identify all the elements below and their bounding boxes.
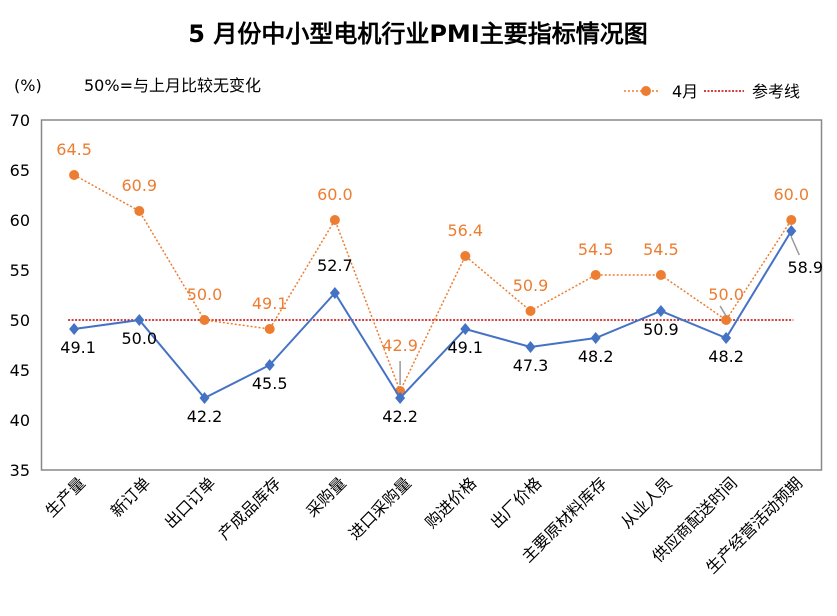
data-point: [329, 215, 340, 225]
data-point: [460, 251, 471, 261]
data-label: 54.5: [643, 240, 679, 259]
y-axis-unit: (%): [14, 76, 42, 95]
data-label: 45.5: [252, 374, 288, 393]
data-label: 50.9: [643, 320, 679, 339]
data-label: 52.7: [317, 256, 353, 275]
x-tick-label: 出厂价格: [487, 473, 546, 532]
y-tick-label: 50: [10, 311, 30, 330]
y-tick-label: 55: [10, 261, 30, 280]
x-tick-label: 采购量: [302, 473, 349, 520]
legend-label-reference: 参考线: [752, 82, 800, 101]
data-label: 49.1: [252, 294, 288, 313]
y-tick-label: 45: [10, 361, 30, 380]
data-label: 50.0: [121, 329, 157, 348]
x-tick-label: 新订单: [107, 473, 154, 520]
data-label: 49.1: [60, 338, 96, 357]
y-tick-label: 65: [10, 161, 30, 180]
data-point: [525, 341, 536, 353]
y-tick-label: 70: [10, 111, 30, 130]
data-label: 42.2: [187, 407, 223, 426]
data-label: 48.2: [708, 347, 744, 366]
data-label: 60.0: [773, 185, 809, 204]
x-tick-label: 购进价格: [421, 473, 480, 532]
x-tick-label: 产成品库存: [215, 473, 285, 543]
data-point: [721, 315, 732, 325]
data-label: 56.4: [447, 221, 483, 240]
data-point: [395, 392, 406, 404]
leader-line: [719, 305, 727, 317]
data-point: [786, 215, 797, 225]
chart-note: 50%=与上月比较无变化: [84, 76, 261, 95]
data-point: [69, 323, 80, 335]
legend-label-4月: 4月: [672, 82, 698, 101]
data-label: 54.5: [578, 240, 614, 259]
chart-title: 5 月份中小型电机行业PMI主要指标情况图: [188, 20, 647, 48]
x-tick-label: 从业人员: [617, 473, 676, 532]
data-label: 58.9: [787, 258, 823, 277]
data-point: [264, 359, 275, 371]
data-point: [460, 323, 471, 335]
data-label: 47.3: [513, 356, 549, 375]
x-tick-label: 生产量: [42, 473, 89, 520]
data-point: [199, 315, 210, 325]
data-label: 60.0: [317, 185, 353, 204]
data-point: [264, 324, 275, 334]
data-point: [721, 332, 732, 344]
data-point: [69, 170, 80, 180]
x-tick-label: 进口采购量: [345, 473, 415, 543]
legend-marker-4月: [641, 86, 651, 96]
data-label: 50.0: [708, 285, 744, 304]
data-point: [134, 206, 145, 216]
data-label: 48.2: [578, 347, 614, 366]
series-line-5月: [73, 230, 793, 400]
leader-line: [790, 236, 800, 256]
data-point: [655, 305, 666, 317]
y-tick-label: 35: [10, 461, 30, 480]
y-tick-label: 40: [10, 411, 30, 430]
data-point: [655, 270, 666, 280]
data-point: [134, 314, 145, 326]
series-line-4月: [73, 174, 792, 393]
data-point: [786, 225, 797, 237]
data-label: 42.9: [382, 336, 418, 355]
data-point: [525, 306, 536, 316]
legend: 4月 参考线: [624, 82, 800, 101]
data-label: 49.1: [447, 338, 483, 357]
data-label: 50.9: [513, 276, 549, 295]
data-point: [590, 332, 601, 344]
data-point: [199, 392, 210, 404]
data-point: [329, 287, 340, 299]
data-label: 42.2: [382, 407, 418, 426]
y-tick-label: 60: [10, 211, 30, 230]
data-point: [590, 270, 601, 280]
data-label: 50.0: [187, 285, 223, 304]
plot-area-border: [40, 119, 823, 471]
data-label: 64.5: [56, 140, 92, 159]
data-label: 60.9: [121, 176, 157, 195]
x-tick-label: 出口订单: [161, 473, 220, 532]
